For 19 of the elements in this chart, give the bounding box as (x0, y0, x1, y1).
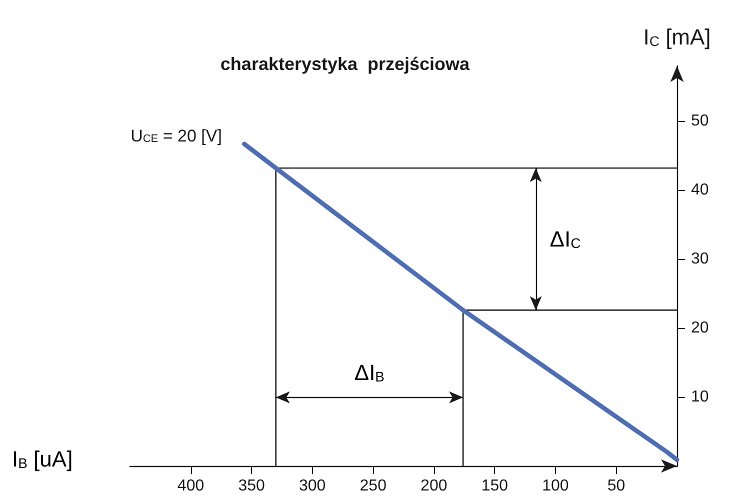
y-tick-label: 30 (691, 250, 709, 268)
annotation: ΔIC (550, 226, 581, 252)
x-tick-label: 200 (420, 478, 448, 494)
y-tick-label: 10 (691, 388, 709, 406)
x-tick-label: 50 (607, 478, 626, 494)
x-tick-label: 400 (177, 478, 204, 494)
x-tick-label: 250 (360, 478, 387, 494)
y-tick-label: 20 (691, 320, 709, 337)
chart-title: charakterystyka przejściowa (220, 54, 471, 74)
y-axis-title: IC [mA] (643, 24, 711, 50)
x-tick-label: 100 (542, 478, 569, 494)
annotation: ΔIB (354, 360, 385, 385)
x-axis-title: IB [uA] (12, 446, 73, 472)
x-tick-label: 300 (298, 478, 326, 494)
x-tick-label: 350 (238, 478, 265, 494)
y-tick-label: 40 (691, 182, 709, 199)
x-tick-label: 150 (481, 478, 508, 494)
y-tick-label: 50 (691, 112, 709, 130)
series-label: UCE = 20 [V] (130, 126, 222, 146)
